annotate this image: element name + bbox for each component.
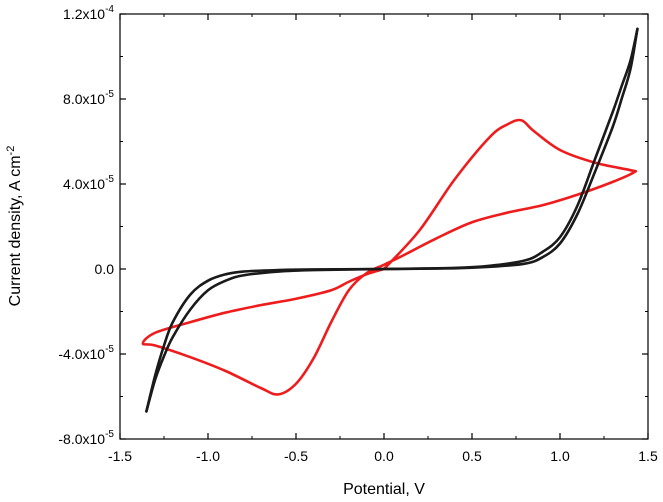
axis-ticks: [119, 13, 649, 440]
series-line-3: [145, 27, 639, 413]
y-tick-label: -8.0x10-5: [58, 429, 114, 447]
y-tick-label: -4.0x10-5: [58, 344, 114, 362]
x-tick-label: -0.5: [284, 448, 308, 464]
x-tick-label: -1.0: [196, 448, 220, 464]
series-layer: [141, 27, 639, 413]
series-line-2: [145, 27, 639, 413]
y-axis-title-sup: -2: [5, 146, 17, 156]
plot-frame: [119, 13, 649, 440]
x-tick-label: 1.5: [638, 448, 658, 464]
y-tick-label: 0.0: [95, 261, 115, 277]
y-axis-title-main: Current density, A cm: [7, 155, 24, 306]
y-tick-label: 1.2x10-4: [63, 4, 114, 22]
x-tick-label: 0.0: [374, 448, 394, 464]
tick-labels: -1.5 -1.0 -0.5 0.0 0.5 1.0 1.5 -8.0x10-5 -4.0x10…: [58, 4, 658, 464]
x-tick-label: 1.0: [550, 448, 570, 464]
y-tick-label: 4.0x10-5: [63, 174, 114, 192]
y-tick-label: 8.0x10-5: [63, 89, 114, 107]
x-axis-title: Potential, V: [343, 481, 425, 498]
series-line-1: [141, 118, 638, 396]
y-axis-title: Current density, A cm-2: [5, 146, 24, 307]
x-tick-label: -1.5: [108, 448, 132, 464]
x-tick-label: 0.5: [462, 448, 482, 464]
